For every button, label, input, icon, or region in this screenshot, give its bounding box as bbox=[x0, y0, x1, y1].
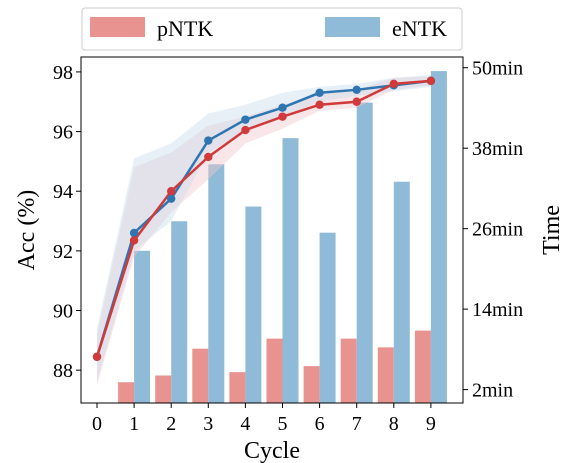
point-pntk-cycle-0 bbox=[92, 352, 102, 361]
band-entk bbox=[97, 74, 431, 383]
point-pntk-cycle-7 bbox=[352, 97, 361, 106]
point-pntk-cycle-4 bbox=[241, 125, 250, 135]
point-entk-cycle-7 bbox=[352, 85, 361, 95]
y-right-tick-label: 26min bbox=[472, 219, 523, 241]
bar-pntk-cycle-7 bbox=[340, 338, 357, 403]
point-pntk-cycle-2 bbox=[167, 187, 176, 196]
bar-pntk-cycle-8 bbox=[377, 347, 394, 403]
x-axis: 0 1 2 3 4 5 6 7 8 9 bbox=[92, 403, 436, 435]
bar-pntk-cycle-9 bbox=[414, 330, 431, 403]
bar-pntk-cycle-5 bbox=[266, 338, 283, 403]
bar-entk-cycle-8 bbox=[393, 181, 410, 403]
point-pntk-cycle-6 bbox=[315, 100, 324, 109]
bar-entk-cycle-2 bbox=[171, 221, 188, 403]
x-tick-label: 1 bbox=[129, 413, 139, 435]
bar-pntk-cycle-3 bbox=[192, 348, 209, 403]
line-pntk bbox=[95, 79, 432, 358]
y-right-tick-label: 2min bbox=[472, 380, 513, 402]
x-tick-label: 2 bbox=[166, 413, 176, 435]
y-left-tick-label: 92 bbox=[53, 241, 73, 263]
band-pntk bbox=[97, 76, 431, 386]
legend-label-pntk: pNTK bbox=[157, 16, 213, 41]
legend: pNTK eNTK bbox=[81, 7, 463, 51]
y-right-tick-label: 38min bbox=[472, 138, 523, 160]
y-axis-left: 88 90 92 94 96 98 bbox=[53, 62, 81, 382]
y-axis-right: 2min 14min 26min 38min 50min bbox=[463, 58, 523, 402]
y-axis-left-title: Acc (%) bbox=[14, 190, 40, 271]
x-tick-label: 9 bbox=[426, 413, 436, 435]
y-right-tick-label: 14min bbox=[472, 299, 523, 321]
bands-layer bbox=[97, 74, 431, 386]
x-tick-label: 3 bbox=[203, 413, 213, 435]
point-entk-cycle-1 bbox=[129, 228, 139, 238]
x-tick-label: 4 bbox=[240, 413, 250, 435]
point-entk-cycle-2 bbox=[167, 194, 176, 203]
lines-layer bbox=[95, 79, 432, 358]
point-pntk-cycle-1 bbox=[129, 236, 139, 245]
x-tick-label: 0 bbox=[92, 413, 102, 435]
x-tick-label: 8 bbox=[389, 413, 399, 435]
y-left-tick-label: 88 bbox=[53, 360, 73, 382]
legend-swatch-entk bbox=[325, 17, 380, 37]
point-entk-cycle-5 bbox=[278, 103, 287, 112]
bar-entk-cycle-4 bbox=[245, 206, 262, 403]
legend-swatch-pntk bbox=[90, 17, 145, 37]
bar-pntk-cycle-4 bbox=[229, 372, 246, 403]
bar-entk-cycle-3 bbox=[208, 164, 225, 403]
point-entk-cycle-4 bbox=[241, 115, 250, 124]
plot-frame bbox=[80, 56, 464, 404]
bar-entk-cycle-1 bbox=[134, 250, 151, 403]
y-left-tick-label: 96 bbox=[53, 122, 73, 144]
points-layer bbox=[92, 76, 436, 361]
bar-entk-cycle-5 bbox=[282, 138, 299, 403]
bar-entk-cycle-7 bbox=[356, 102, 373, 404]
point-pntk-cycle-8 bbox=[389, 79, 398, 89]
point-pntk-cycle-3 bbox=[204, 152, 213, 162]
point-entk-cycle-6 bbox=[315, 88, 324, 97]
x-tick-label: 7 bbox=[352, 413, 362, 435]
x-tick-label: 6 bbox=[315, 413, 325, 435]
legend-label-entk: eNTK bbox=[392, 16, 447, 41]
y-left-tick-label: 90 bbox=[53, 301, 73, 323]
bar-entk-cycle-9 bbox=[430, 71, 447, 404]
y-right-tick-label: 50min bbox=[472, 58, 523, 80]
bar-pntk-cycle-2 bbox=[155, 375, 172, 403]
x-axis-title: Cycle bbox=[244, 438, 300, 463]
bars-layer bbox=[118, 71, 447, 404]
bar-pntk-cycle-6 bbox=[303, 366, 320, 403]
point-pntk-cycle-5 bbox=[278, 112, 287, 121]
bar-entk-cycle-6 bbox=[319, 232, 336, 403]
y-left-tick-label: 94 bbox=[53, 181, 73, 203]
y-left-tick-label: 98 bbox=[53, 62, 73, 84]
point-entk-cycle-3 bbox=[204, 136, 213, 145]
bar-pntk-cycle-1 bbox=[118, 382, 135, 403]
y-axis-right-title: Time bbox=[539, 205, 563, 255]
point-pntk-cycle-9 bbox=[426, 76, 436, 86]
x-tick-label: 5 bbox=[278, 413, 288, 435]
